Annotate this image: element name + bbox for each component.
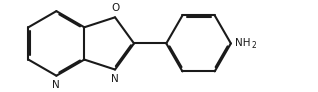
Text: 2: 2 bbox=[251, 41, 256, 50]
Text: N: N bbox=[111, 74, 119, 84]
Text: NH: NH bbox=[235, 38, 250, 48]
Text: O: O bbox=[111, 3, 119, 13]
Text: N: N bbox=[52, 80, 60, 90]
